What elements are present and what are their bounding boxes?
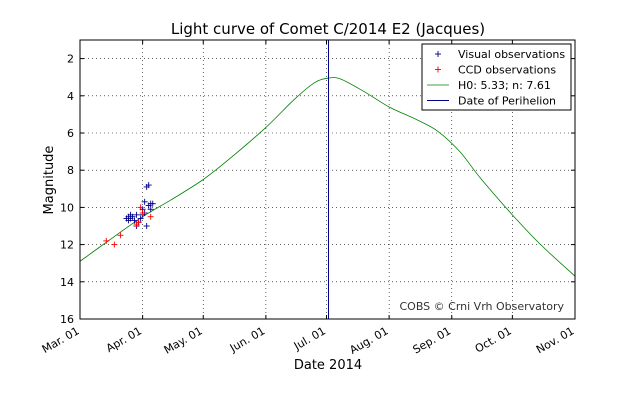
legend-entry: Visual observations <box>435 48 565 61</box>
visual-observation-point <box>137 215 144 222</box>
x-tick-label: May. 01 <box>162 324 205 356</box>
model-curve-line <box>80 77 575 277</box>
ccd-observation-point <box>111 241 118 248</box>
ccd-observation-point <box>139 209 146 216</box>
legend-entry: H0: 5.33; n: 7.61 <box>427 79 551 92</box>
y-tick-label: 8 <box>67 164 74 177</box>
x-tick-label: Jul. 01 <box>291 324 328 353</box>
y-tick-label: 2 <box>67 53 74 66</box>
legend-entry: Date of Perihelion <box>427 95 556 108</box>
ccd-observation-point <box>135 219 142 226</box>
chart-title: Light curve of Comet C/2014 E2 (Jacques) <box>171 20 485 38</box>
y-tick-label: 16 <box>60 313 74 326</box>
x-axis-label: Date 2014 <box>294 358 362 373</box>
x-tick-label: Mar. 01 <box>40 324 82 356</box>
visual-observation-point <box>143 223 150 229</box>
y-axis-label: Magnitude <box>42 146 57 215</box>
x-tick-label: Sep. 01 <box>411 324 454 356</box>
ccd-observation-point <box>147 213 154 220</box>
x-tick-label: Nov. 01 <box>534 324 577 356</box>
data-layer <box>80 40 575 319</box>
visual-observation-point <box>131 217 138 224</box>
ccd-observation-point <box>137 204 144 211</box>
visual-observation-point <box>145 182 152 189</box>
legend: Visual observations CCD observations H0: 5… <box>421 43 572 111</box>
y-tick-label: 12 <box>60 239 74 252</box>
y-tick-label: 4 <box>67 90 74 103</box>
legend-label: Visual observations <box>458 48 565 61</box>
x-tick-label: Aug. 01 <box>347 324 390 357</box>
y-tick-label: 10 <box>60 201 74 214</box>
ccd-observation-point <box>103 237 110 244</box>
legend-label: Date of Perihelion <box>458 95 556 108</box>
visual-observation-point <box>147 206 154 213</box>
axis-ticks <box>79 40 576 320</box>
legend-label: H0: 5.33; n: 7.61 <box>458 79 551 92</box>
visual-observation-point <box>129 213 136 220</box>
legend-label: CCD observations <box>458 64 556 77</box>
ccd-observation-point <box>117 232 124 239</box>
y-tick-label: 6 <box>67 127 74 140</box>
x-tick-labels: Mar. 01 Apr. 01 May. 01 Jun. 01 Jul. 01 Aug. … <box>40 324 577 357</box>
credit-annotation: COBS © Crni Vrh Observatory <box>399 300 564 313</box>
x-tick-label: Oct. 01 <box>473 324 514 355</box>
visual-observation-point <box>133 211 140 218</box>
plot-frame <box>79 39 576 320</box>
legend-box <box>421 43 572 111</box>
visual-observation-point <box>141 198 148 205</box>
legend-entry: CCD observations <box>435 64 556 77</box>
x-tick-label: Apr. 01 <box>104 324 144 355</box>
x-tick-label: Jun. 01 <box>227 324 267 355</box>
visual-observation-point <box>149 200 156 207</box>
y-tick-label: 14 <box>60 276 74 289</box>
y-tick-labels: 2 4 6 8 10 12 14 16 <box>60 53 74 326</box>
